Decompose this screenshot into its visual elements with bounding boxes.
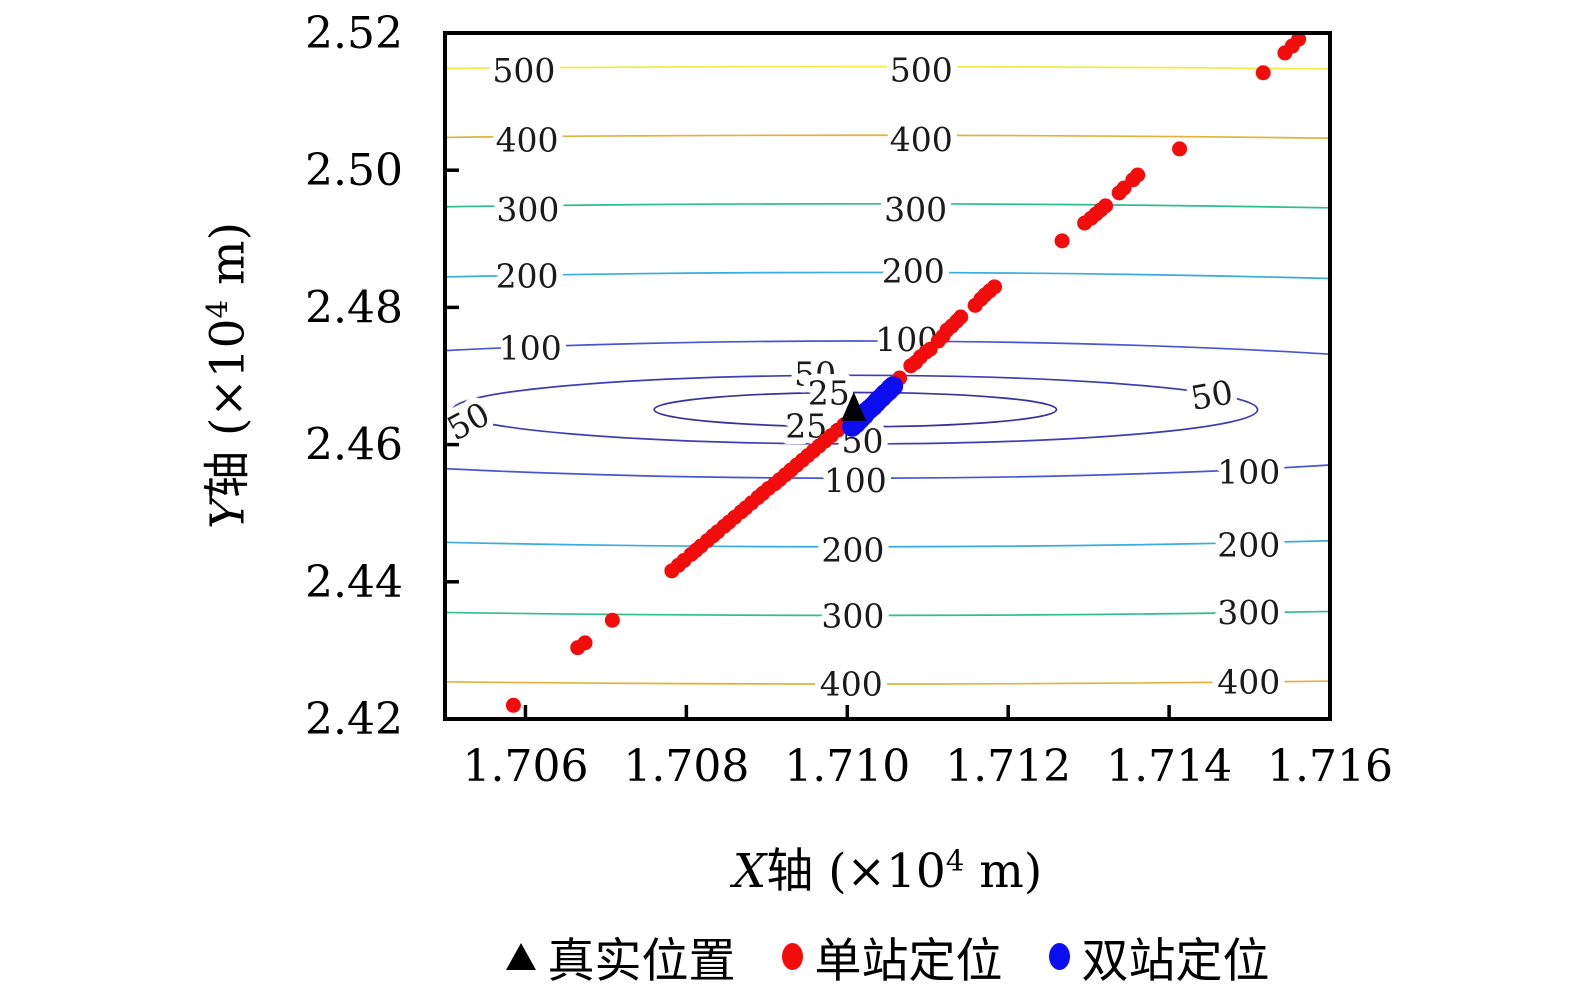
y-axis-title: Y轴 (×104 m) [189,33,258,719]
contour-label-400: 400 [890,120,953,159]
contour-level-500 [445,65,1330,70]
x-tick-label: 1.708 [623,741,749,792]
contour-lines [445,65,1330,685]
x-axis-title-text: 轴 (×10 [766,844,946,899]
red-dot-marker-icon [781,943,803,970]
contour-level-100 [445,340,1330,480]
contour-level-300 [445,203,1330,617]
data-point [953,309,969,325]
data-point [1172,141,1188,157]
contour-label-300: 300 [1217,593,1280,632]
contour-label-400: 400 [820,665,883,704]
scatter-points [505,33,1307,713]
contour-label-25: 25 [808,374,850,413]
y-axis-title-text: 轴 (×10 [200,318,256,498]
data-point [883,376,904,397]
contour-label-50: 50 [1188,372,1236,418]
y-tick-label: 2.48 [305,282,403,333]
legend: 真实位置 单站定位 双站定位 [445,922,1330,991]
x-axis-variable: X [732,844,767,899]
data-point [577,635,593,651]
axes-frame [443,31,1332,721]
contour-label-300: 300 [821,597,884,636]
x-tick-label: 1.716 [1267,741,1393,792]
contour-level-50 [452,374,1259,445]
contour-label-100: 100 [875,320,938,359]
contour-label-100: 100 [824,461,887,500]
axis-ticks [445,31,1332,721]
contour-label-200: 200 [496,256,559,295]
contour-label-200: 200 [821,531,884,570]
contour-label-50: 50 [842,422,884,461]
data-point [505,697,521,713]
data-point [1255,65,1271,81]
x-tick-label: 1.710 [784,741,910,792]
contour-label-100: 100 [1217,453,1280,492]
tick-labels: 1.706 1.708 1.710 1.712 1.714 1.716 2.42 2.44 2.… [305,8,1393,792]
data-point [1291,33,1307,47]
contour-label-500: 500 [890,51,953,90]
series-单站定位 [505,33,1307,713]
legend-item-dual-station: 双站定位 [1048,922,1270,991]
x-axis-title: X轴 (×104 m) [445,832,1330,901]
contour-label-50: 50 [794,354,836,393]
data-point [1054,233,1070,249]
true-position-triangle [841,391,867,421]
contour-label-400: 400 [496,121,559,160]
contour-label-300: 300 [496,190,559,229]
y-tick-label: 2.44 [305,557,403,608]
data-point [987,279,1003,295]
contour-label-500: 500 [492,51,555,90]
triangle-marker-icon [505,943,536,970]
x-tick-label: 1.712 [945,741,1071,792]
legend-item-true-position: 真实位置 [505,922,736,991]
y-axis-unit: m) [200,222,256,300]
y-tick-label: 2.46 [305,420,403,471]
y-tick-label: 2.50 [305,145,403,196]
y-tick-label: 2.52 [305,8,403,59]
x-axis-exponent: 4 [945,843,965,878]
legend-item-single-station: 单站定位 [781,922,1003,991]
contour-label-400: 400 [1217,662,1280,701]
legend-label: 真实位置 [547,934,736,989]
x-axis-unit: m) [964,844,1043,899]
contour-label-300: 300 [884,190,947,229]
contour-label-200: 200 [882,252,945,291]
contour-level-200 [445,271,1330,548]
data-point [604,612,620,628]
legend-label: 双站定位 [1081,934,1270,989]
y-tick-label: 2.42 [305,694,403,745]
contour-label-100: 100 [499,328,562,367]
y-axis-exponent: 4 [199,299,234,319]
contour-label-50: 50 [441,394,496,448]
blue-dot-marker-icon [1048,943,1070,970]
y-axis-variable: Y [200,497,256,529]
legend-label: 单站定位 [814,934,1003,989]
contour-label-200: 200 [1217,525,1280,564]
x-tick-label: 1.714 [1106,741,1232,792]
contour-level-400 [445,134,1330,685]
plot-frame [443,31,1332,721]
data-point [1098,198,1114,214]
x-tick-label: 1.706 [462,741,588,792]
data-point [1130,167,1146,183]
